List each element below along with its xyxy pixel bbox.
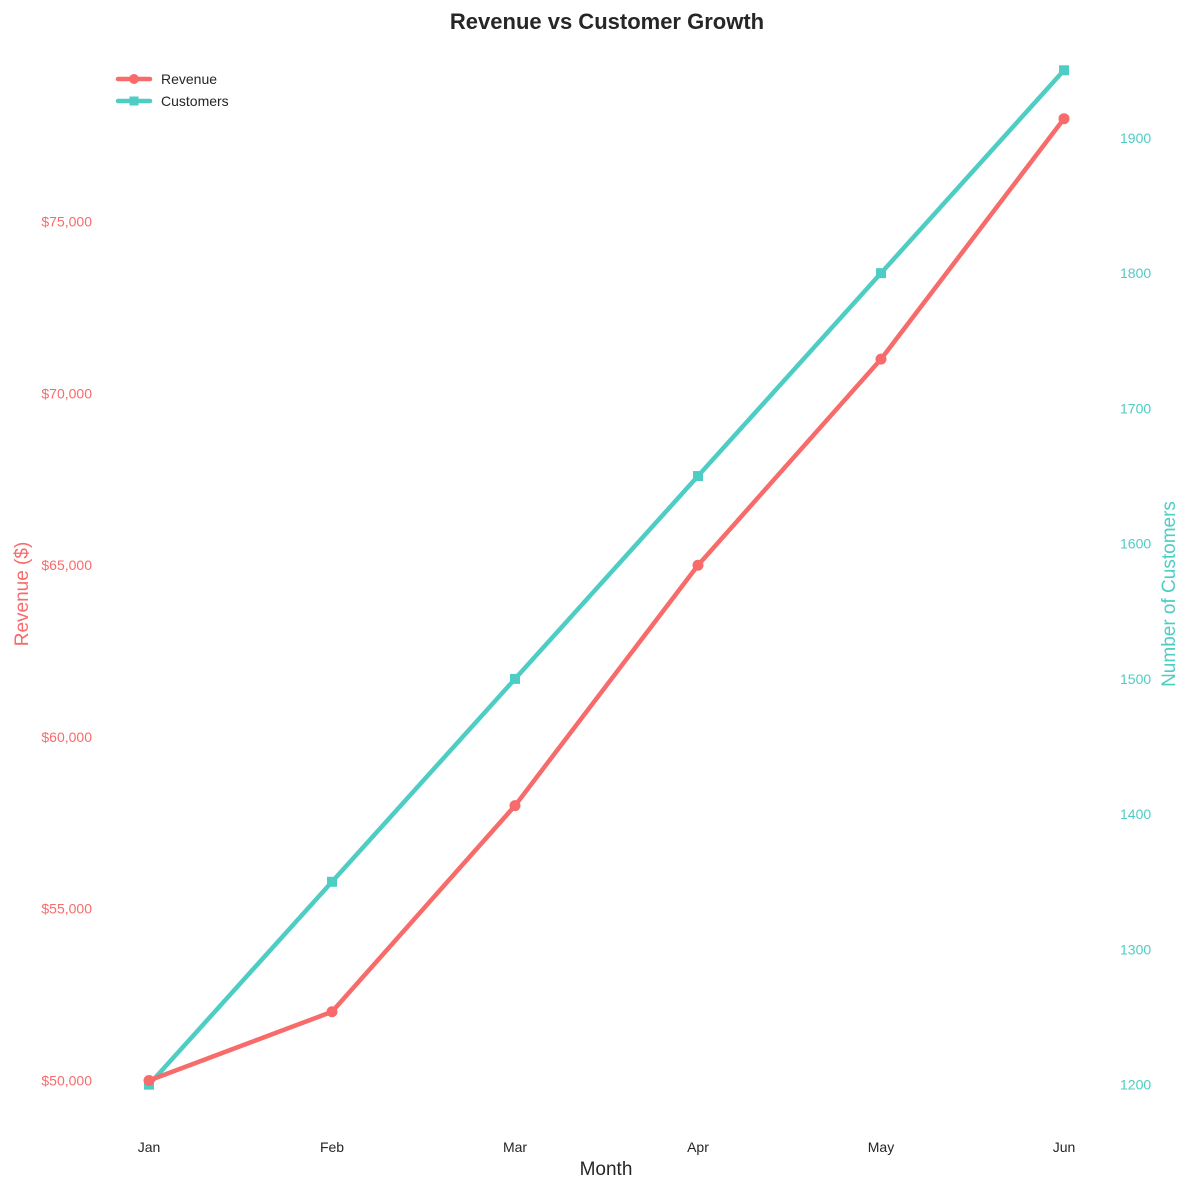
- revenue-point: [326, 1006, 338, 1018]
- left-tick-label: $70,000: [41, 385, 92, 401]
- right-axis-ticks: 1200 1300 1400 1500 1600 1700 1800 1900: [1120, 130, 1151, 1093]
- series-layer: [143, 65, 1070, 1090]
- x-tick-label: Jun: [1053, 1139, 1076, 1155]
- left-axis-label: Revenue ($): [12, 542, 33, 647]
- legend-marker: [129, 74, 139, 84]
- revenue-point: [692, 559, 704, 571]
- customers-line: [146, 68, 1067, 1087]
- customers-point: [327, 876, 337, 887]
- legend-marker: [129, 96, 139, 106]
- right-tick-label: 1800: [1120, 265, 1151, 281]
- customers-point: [1059, 65, 1069, 76]
- right-axis-label: Number of Customers: [1159, 501, 1180, 687]
- legend-item-revenue: Revenue: [115, 71, 217, 87]
- right-tick-label: 1600: [1120, 536, 1151, 552]
- x-tick-label: Feb: [320, 1139, 344, 1155]
- x-tick-label: Apr: [687, 1139, 709, 1155]
- revenue-point: [143, 1074, 155, 1086]
- legend-label: Revenue: [161, 71, 217, 87]
- series-revenue: [143, 113, 1070, 1086]
- series-customers: [144, 65, 1069, 1090]
- left-tick-label: $55,000: [41, 901, 92, 917]
- right-tick-label: 1300: [1120, 941, 1151, 957]
- right-tick-label: 1400: [1120, 806, 1151, 822]
- x-tick-label: May: [868, 1139, 894, 1155]
- revenue-line: [146, 116, 1067, 1083]
- x-axis-label: Month: [580, 1159, 633, 1180]
- x-tick-label: Mar: [503, 1139, 527, 1155]
- right-tick-label: 1900: [1120, 130, 1151, 146]
- legend-item-customers: Customers: [115, 93, 229, 109]
- right-tick-label: 1700: [1120, 400, 1151, 416]
- right-tick-label: 1200: [1120, 1077, 1151, 1093]
- customers-point: [510, 673, 520, 684]
- revenue-point: [875, 353, 887, 365]
- x-axis-ticks: Jan Feb Mar Apr May Jun: [138, 1139, 1076, 1155]
- right-tick-label: 1500: [1120, 671, 1151, 687]
- customers-point: [693, 471, 703, 482]
- left-tick-label: $60,000: [41, 729, 92, 745]
- customers-point: [876, 268, 886, 279]
- legend-label: Customers: [161, 93, 229, 109]
- legend: Revenue Customers: [115, 71, 229, 109]
- left-axis-ticks: $50,000 $55,000 $60,000 $65,000 $70,000 $75,0…: [41, 214, 92, 1089]
- left-tick-label: $65,000: [41, 557, 92, 573]
- x-tick-label: Jan: [138, 1139, 161, 1155]
- chart-title: Revenue vs Customer Growth: [450, 9, 764, 34]
- left-tick-label: $75,000: [41, 214, 92, 230]
- left-tick-label: $50,000: [41, 1072, 92, 1088]
- revenue-point: [509, 800, 521, 812]
- revenue-point: [1058, 113, 1070, 125]
